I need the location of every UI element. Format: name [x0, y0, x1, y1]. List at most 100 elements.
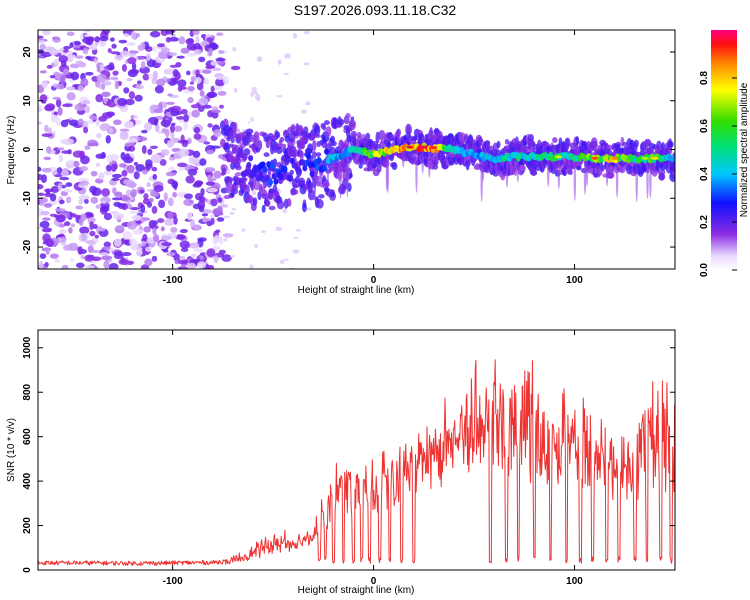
noise-blob [187, 96, 194, 104]
noise-blob [96, 73, 107, 83]
noise-blob [305, 101, 311, 106]
noise-blob [118, 258, 130, 265]
noise-blob [125, 200, 131, 205]
noise-blob [95, 94, 104, 103]
noise-blob [80, 155, 90, 165]
noise-blob [156, 43, 166, 48]
noise-blob [216, 75, 226, 80]
noise-blob [149, 197, 154, 203]
ridge-halo [365, 132, 371, 141]
noise-blob [215, 229, 221, 233]
x-tick-label: 0 [371, 576, 377, 587]
ridge-streak [415, 149, 418, 194]
ridge-halo [318, 194, 325, 199]
noise-blob [108, 262, 119, 269]
noise-blob [148, 73, 155, 80]
noise-blob [90, 196, 99, 204]
noise-blob [89, 221, 94, 231]
noise-blob [77, 84, 85, 92]
noise-blob [217, 197, 223, 203]
ridge-core [233, 158, 239, 165]
ridge-halo [276, 200, 285, 210]
noise-blob [207, 264, 215, 269]
noise-blob [77, 246, 83, 255]
noise-blob [62, 103, 73, 108]
noise-blob [38, 260, 44, 269]
ridge-streak [557, 158, 561, 190]
noise-blob [61, 264, 69, 269]
noise-blob [77, 118, 84, 126]
noise-blob [204, 167, 216, 173]
noise-blob [99, 64, 105, 71]
noise-blob [150, 225, 159, 230]
ridge-halo [432, 161, 438, 167]
noise-blob [121, 63, 127, 72]
noise-blob [160, 47, 170, 54]
ridge-halo [378, 130, 386, 141]
noise-blob [43, 156, 52, 161]
noise-blob [49, 193, 57, 202]
noise-blob [100, 151, 106, 159]
noise-blob [220, 204, 229, 208]
ridge-halo [313, 133, 321, 138]
noise-blob [251, 86, 257, 93]
noise-blob [95, 162, 101, 167]
noise-blob [295, 229, 302, 232]
noise-blob [232, 47, 237, 52]
ridge-streak [646, 160, 649, 199]
ridge-halo [658, 169, 666, 176]
ridge-halo [331, 140, 337, 147]
ridge-core [309, 170, 315, 178]
noise-blob [44, 124, 49, 133]
noise-blob [61, 169, 69, 177]
snr-y-axis-label: SNR (10 * v/v) [6, 418, 17, 482]
noise-blob [39, 94, 48, 103]
noise-blob [93, 57, 99, 64]
ridge-halo [475, 162, 480, 169]
ridge-core [267, 179, 273, 186]
noise-blob [135, 163, 145, 172]
noise-blob [136, 248, 143, 257]
ridge-streak [337, 157, 340, 174]
noise-blob [45, 103, 56, 110]
noise-blob [96, 133, 102, 139]
ridge-halo [299, 150, 304, 161]
noise-blob [85, 55, 92, 60]
noise-blob [150, 145, 158, 149]
noise-blob [38, 226, 43, 230]
ridge-core [244, 169, 250, 176]
noise-blob [45, 189, 51, 195]
noise-blob [132, 228, 144, 235]
snr-panel: -100 0 100 0 200 400 600 800 1000 Height of str… [6, 329, 676, 596]
noise-blob [179, 255, 186, 260]
noise-blob [45, 247, 50, 256]
ridge-core [282, 166, 288, 173]
noise-blob [60, 75, 66, 85]
noise-blob [101, 82, 106, 91]
noise-blob [117, 203, 126, 210]
noise-blob [210, 85, 215, 93]
noise-blob [209, 213, 215, 219]
noise-blob [130, 188, 137, 198]
noise-blob [90, 170, 98, 177]
noise-blob [193, 133, 202, 140]
noise-blob [90, 249, 101, 253]
noise-blob [114, 225, 125, 234]
ridge-peak [406, 145, 414, 149]
noise-blob [89, 230, 96, 237]
noise-blob [69, 42, 74, 49]
noise-blob [72, 214, 83, 219]
noise-blob [151, 166, 158, 172]
noise-blob [167, 139, 175, 148]
noise-blob [131, 114, 138, 119]
noise-blob [68, 119, 79, 127]
noise-blob [53, 58, 60, 67]
noise-blob [179, 240, 190, 249]
ridge-halo [261, 204, 266, 213]
noise-blob [98, 115, 108, 122]
ridge-halo [406, 126, 411, 133]
noise-blob [195, 35, 200, 44]
noise-blob [202, 216, 207, 223]
ridge-halo [590, 140, 598, 151]
noise-blob [198, 97, 209, 106]
